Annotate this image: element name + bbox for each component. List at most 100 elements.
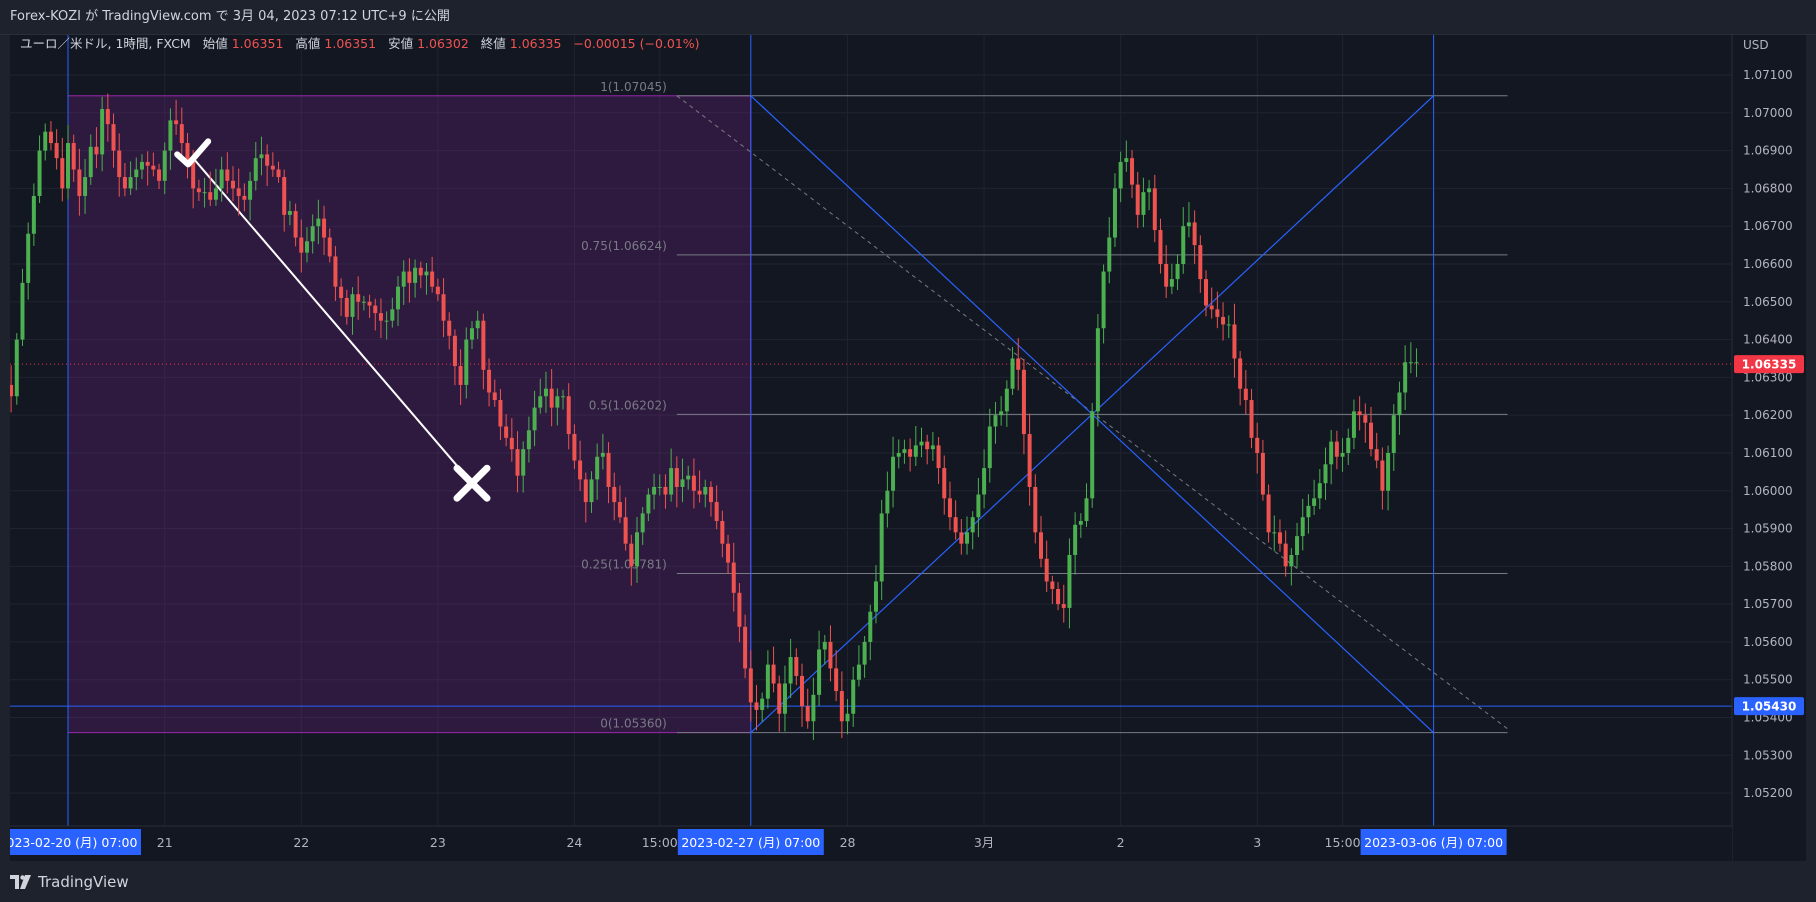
candle-body bbox=[1289, 555, 1294, 567]
legend-open-label: 始値 bbox=[203, 36, 228, 51]
legend-close: 1.06335 bbox=[510, 36, 562, 51]
candle-body bbox=[276, 169, 281, 178]
price-tick-label: 1.06300 bbox=[1743, 370, 1793, 384]
candle-body bbox=[1198, 245, 1203, 280]
candlestick-chart[interactable]: 1(1.07045) 0.75(1.06624) 0.5(1.06202) 0.25(… bbox=[0, 35, 1806, 861]
candle-body bbox=[1204, 279, 1208, 306]
legend-symbol: ユーロ／米ドル, 1時間, FXCM bbox=[20, 36, 191, 51]
candle-body bbox=[617, 502, 622, 518]
candle-body bbox=[680, 479, 685, 487]
candle-body bbox=[1351, 411, 1356, 438]
candle-body bbox=[225, 169, 230, 181]
time-tick-label: 28 bbox=[840, 835, 856, 850]
tradingview-logo[interactable]: TradingView bbox=[0, 873, 129, 891]
footer-bar: TradingView bbox=[0, 862, 1816, 902]
publish-header: Forex-KOZI が TradingView.com で 3月 04, 20… bbox=[0, 0, 1816, 35]
candle-body bbox=[714, 502, 719, 521]
candle-body bbox=[982, 468, 987, 495]
candle-body bbox=[1312, 498, 1317, 506]
candle-body bbox=[111, 124, 116, 151]
candle-body bbox=[760, 698, 765, 710]
candle-body bbox=[344, 298, 349, 317]
candle-body bbox=[157, 169, 162, 181]
candle-body bbox=[1192, 222, 1197, 246]
candle-body bbox=[640, 513, 645, 533]
candle-body bbox=[708, 486, 713, 503]
range-box bbox=[67, 95, 752, 734]
candle-body bbox=[999, 411, 1004, 416]
candle-body bbox=[566, 396, 571, 435]
price-axis[interactable]: USD 1.07100 1.07000 1.06900 1.06800 1.06700 1… bbox=[1731, 35, 1806, 861]
candle-body bbox=[236, 188, 241, 196]
candle-body bbox=[896, 452, 901, 457]
candle-body bbox=[304, 241, 309, 253]
candle-body bbox=[1374, 449, 1379, 461]
candle-body bbox=[1266, 494, 1271, 533]
time-axis[interactable]: 2023-02-20 (月) 07:00 21 22 23 24 15:00 2023-02… bbox=[0, 825, 1732, 861]
candle-body bbox=[1346, 437, 1351, 453]
candle-body bbox=[578, 460, 583, 480]
candle-body bbox=[652, 486, 657, 495]
candle-body bbox=[1363, 415, 1368, 423]
candle-body bbox=[771, 664, 776, 684]
candle-body bbox=[1283, 543, 1288, 567]
candle-body bbox=[1027, 434, 1032, 487]
fib-level-label: 1(1.07045) bbox=[600, 80, 667, 94]
candle-body bbox=[105, 109, 110, 125]
candle-body bbox=[817, 649, 822, 695]
candle-body bbox=[657, 486, 662, 488]
candle-body bbox=[134, 169, 139, 178]
candle-body bbox=[1067, 555, 1072, 608]
candle-body bbox=[743, 626, 748, 669]
candle-body bbox=[919, 441, 924, 446]
candle-body bbox=[873, 581, 878, 612]
candle-body bbox=[373, 305, 378, 314]
candle-body bbox=[384, 320, 389, 322]
candle-body bbox=[970, 517, 975, 533]
candle-body bbox=[1095, 328, 1100, 412]
candle-body bbox=[179, 124, 184, 144]
candle-body bbox=[327, 237, 332, 257]
candle-body bbox=[1078, 520, 1083, 525]
price-tick-label: 1.05800 bbox=[1743, 559, 1793, 573]
candle-body bbox=[333, 256, 338, 287]
candle-body bbox=[66, 143, 70, 189]
candle-body bbox=[504, 426, 509, 438]
hline-price-tag: 1.05430 bbox=[1742, 700, 1797, 714]
candle-body bbox=[401, 271, 406, 287]
candle-body bbox=[31, 195, 36, 234]
candle-body bbox=[1397, 392, 1402, 416]
candle-body bbox=[942, 468, 947, 499]
candle-body bbox=[219, 169, 224, 189]
time-tick-label: 23 bbox=[430, 835, 446, 850]
candle-body bbox=[162, 150, 167, 181]
candle-body bbox=[14, 339, 19, 397]
chart-area[interactable]: 1(1.07045) 0.75(1.06624) 0.5(1.06202) 0.25(… bbox=[0, 35, 1806, 861]
time-tick-label: 3月 bbox=[974, 835, 994, 850]
candle-body bbox=[987, 426, 992, 469]
candle-body bbox=[407, 271, 412, 283]
candle-body bbox=[71, 143, 76, 170]
time-tag-bg bbox=[677, 829, 824, 855]
candle-body bbox=[726, 543, 731, 563]
time-tag-bg bbox=[1360, 829, 1507, 855]
time-tick-label: 3 bbox=[1253, 835, 1261, 850]
candle-body bbox=[1130, 158, 1135, 185]
candle-body bbox=[549, 388, 554, 408]
candle-body bbox=[1260, 452, 1265, 495]
candle-body bbox=[555, 396, 560, 408]
candle-body bbox=[1295, 536, 1300, 555]
candle-body bbox=[1357, 411, 1362, 416]
candle-body bbox=[703, 486, 708, 495]
candle-body bbox=[1084, 498, 1089, 521]
candle-body bbox=[1334, 441, 1339, 457]
candle-body bbox=[430, 271, 435, 287]
candle-body bbox=[1061, 604, 1066, 608]
candle-body bbox=[43, 131, 48, 151]
tradingview-logo-icon bbox=[10, 875, 31, 889]
price-axis-unit: USD bbox=[1743, 38, 1769, 52]
candle-body bbox=[822, 641, 827, 650]
candle-body bbox=[185, 143, 190, 162]
candle-body bbox=[572, 434, 577, 461]
legend-close-label: 終値 bbox=[481, 36, 506, 51]
